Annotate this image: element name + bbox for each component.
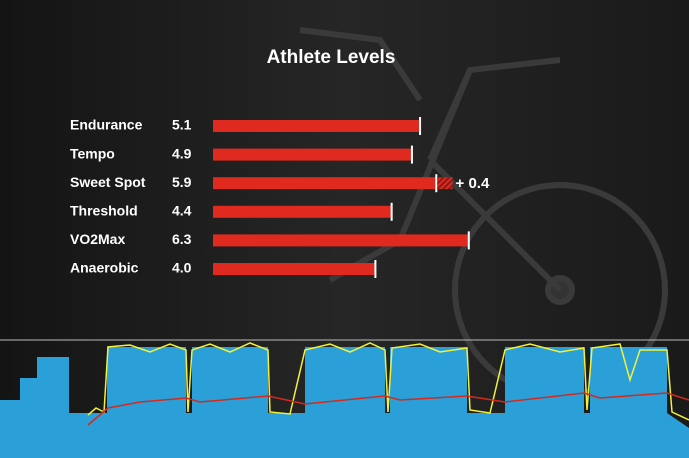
category-label: Sweet Spot — [70, 174, 146, 190]
category-label: Tempo — [70, 145, 115, 161]
category-label: Anaerobic — [70, 260, 139, 276]
increase-label: + 0.4 — [456, 175, 490, 192]
power-line — [87, 342, 689, 421]
chart-title: Athlete Levels — [267, 47, 396, 68]
category-label: VO2Max — [70, 231, 125, 247]
bar — [213, 263, 376, 275]
category-label: Endurance — [70, 117, 143, 133]
heart-rate-line — [87, 392, 689, 426]
value-label: 5.9 — [172, 174, 192, 190]
value-label: 4.0 — [172, 260, 192, 276]
value-label: 4.4 — [172, 203, 192, 219]
bar — [213, 234, 469, 247]
increase-bar — [437, 177, 453, 190]
value-label: 4.9 — [172, 145, 192, 161]
bar — [213, 148, 412, 161]
category-label: Threshold — [70, 203, 138, 219]
workout-area — [0, 347, 689, 458]
value-label: 6.3 — [172, 231, 192, 247]
value-label: 5.1 — [172, 117, 192, 133]
bar — [213, 177, 437, 190]
bar — [213, 120, 421, 132]
bar — [213, 205, 392, 218]
